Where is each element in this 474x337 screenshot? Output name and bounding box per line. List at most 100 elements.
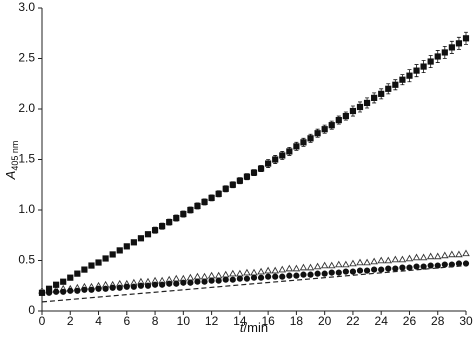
square-marker [363, 99, 371, 107]
square-marker [215, 190, 222, 197]
triangle-marker [229, 269, 237, 277]
circle-marker [116, 284, 123, 291]
x-axis-unit: /min [244, 320, 269, 335]
x-tick-label: 28 [431, 314, 445, 328]
circle-marker [109, 284, 116, 291]
square-marker [455, 40, 463, 47]
y-tick-label: 1.0 [18, 202, 35, 216]
triangle-marker [306, 263, 315, 271]
y-tick-label: 1.5 [18, 152, 35, 166]
x-tick-label: 2 [67, 314, 74, 328]
triangle-marker [433, 252, 442, 260]
circle-marker [74, 287, 81, 294]
triangle-marker [200, 272, 209, 280]
square-marker [441, 49, 448, 56]
square-marker [265, 160, 272, 167]
square-marker [279, 152, 286, 159]
circle-marker [441, 261, 448, 268]
square-marker [243, 173, 251, 180]
x-tick-label: 26 [403, 314, 417, 328]
square-marker [208, 194, 215, 201]
square-marker [257, 165, 265, 172]
x-tick-label: 14 [233, 314, 247, 328]
triangle-marker [271, 266, 279, 274]
circle-marker [378, 266, 385, 273]
square-marker [349, 107, 357, 115]
triangle-marker [426, 252, 435, 260]
circle-marker [201, 278, 208, 285]
circle-marker [434, 262, 441, 269]
circle-marker [159, 281, 166, 288]
y-tick-label: 3.0 [18, 0, 35, 14]
triangle-marker [398, 255, 407, 263]
triangle-marker [327, 261, 336, 269]
square-marker [81, 266, 88, 273]
circle-marker [187, 279, 194, 286]
circle-marker [399, 264, 406, 271]
triangle-marker [349, 259, 357, 267]
circle-marker [300, 271, 307, 278]
circle-marker [272, 273, 279, 280]
x-tick-label: 20 [318, 314, 332, 328]
triangle-marker [264, 266, 272, 274]
y-axis-subscript: 405 nm [10, 141, 20, 171]
triangle-marker [419, 253, 428, 261]
square-marker [74, 270, 81, 277]
triangle-marker [207, 271, 216, 279]
x-tick-label: 18 [290, 314, 304, 328]
circle-marker [363, 267, 371, 274]
square-marker [307, 135, 314, 142]
circle-marker [144, 282, 152, 289]
square-marker [399, 76, 406, 83]
x-tick-label: 30 [459, 314, 473, 328]
square-marker [229, 181, 236, 188]
triangle-marker [441, 251, 449, 259]
x-tick-label: 0 [39, 314, 46, 328]
triangle-marker [448, 250, 456, 258]
triangle-marker [172, 274, 181, 282]
square-marker [371, 94, 378, 101]
triangle-marker [320, 261, 329, 269]
circle-marker [349, 268, 357, 275]
x-tick-label: 24 [375, 314, 389, 328]
triangle-marker [391, 255, 400, 263]
x-axis-symbol: t [240, 320, 245, 335]
square-marker [293, 143, 300, 150]
square-marker [356, 103, 364, 111]
circle-marker [250, 274, 258, 281]
circle-marker [243, 275, 251, 282]
square-marker [272, 156, 279, 163]
triangle-marker [455, 250, 463, 258]
triangle-marker [363, 258, 371, 266]
square-marker [286, 148, 293, 155]
square-marker [342, 112, 349, 120]
square-marker [180, 210, 187, 218]
circle-marker [208, 277, 215, 284]
circle-marker [406, 264, 413, 271]
square-marker [314, 130, 321, 137]
circle-marker [265, 273, 272, 280]
circle-marker [462, 260, 470, 267]
circle-marker [286, 272, 293, 279]
circle-marker [385, 265, 392, 272]
square-marker [166, 219, 173, 226]
square-marker [300, 139, 307, 146]
triangle-marker [370, 257, 378, 265]
triangle-marker [313, 262, 322, 270]
square-marker [173, 214, 180, 222]
square-marker [406, 72, 413, 79]
square-marker [88, 262, 95, 269]
square-marker [102, 255, 109, 262]
square-marker [194, 202, 201, 210]
circle-marker [95, 285, 102, 292]
square-marker [116, 247, 123, 254]
square-marker [95, 259, 102, 266]
triangle-marker [299, 263, 308, 271]
square-marker [385, 85, 392, 92]
square-marker [45, 285, 53, 292]
circle-marker [321, 270, 328, 277]
circle-marker [279, 273, 286, 280]
y-axis-symbol: A [3, 171, 18, 181]
